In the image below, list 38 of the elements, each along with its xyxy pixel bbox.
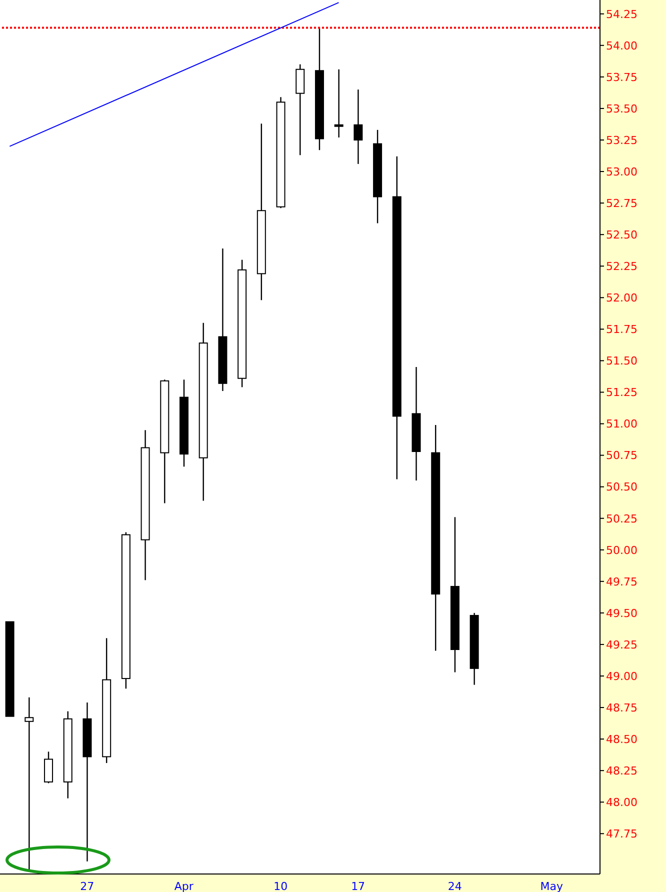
y-tick-label: 51.50 (606, 354, 638, 368)
y-tick-label: 54.00 (606, 39, 638, 52)
candlestick (334, 68, 344, 138)
y-tick-label: 52.50 (606, 228, 638, 242)
x-tick-label: Apr (174, 880, 194, 892)
candlestick (44, 751, 54, 784)
candlestick (354, 88, 363, 165)
y-tick-label: 47.75 (606, 828, 638, 841)
y-tick-label: 48.75 (606, 701, 638, 714)
y-tick-label: 49.75 (606, 575, 638, 588)
y-tick-label: 51.00 (606, 418, 638, 431)
y-tick-label: 49.00 (606, 670, 638, 683)
y-tick-label: 48.25 (606, 764, 638, 778)
y-tick-label: 52.00 (606, 292, 638, 305)
y-tick-label: 53.25 (606, 134, 638, 147)
x-tick-label: 17 (351, 880, 366, 892)
y-tick-label: 49.25 (606, 638, 638, 652)
candlestick (296, 64, 305, 156)
x-tick-label: May (540, 880, 564, 892)
candlestick (24, 696, 34, 871)
y-tick-label: 52.25 (606, 260, 638, 274)
y-tick-label: 49.50 (606, 606, 638, 620)
y-tick-label: 54.25 (606, 8, 638, 21)
y-tick-label: 53.50 (606, 102, 638, 116)
x-tick-label: 24 (448, 880, 462, 892)
y-tick-label: 50.75 (606, 449, 638, 462)
y-tick-label: 48.50 (606, 732, 638, 746)
y-tick-label: 50.50 (606, 480, 638, 494)
y-tick-label: 51.25 (606, 386, 638, 400)
x-tick-label: 27 (80, 880, 94, 892)
y-tick-label: 50.25 (606, 512, 638, 526)
y-tick-label: 53.00 (606, 165, 638, 178)
y-tick-label: 48.00 (606, 796, 638, 810)
y-tick-label: 51.75 (606, 323, 638, 336)
y-tick-label: 53.75 (606, 70, 638, 84)
y-tick-label: 50.00 (606, 544, 638, 557)
y-tick-label: 52.75 (606, 196, 638, 210)
x-tick-label: 10 (274, 880, 288, 892)
